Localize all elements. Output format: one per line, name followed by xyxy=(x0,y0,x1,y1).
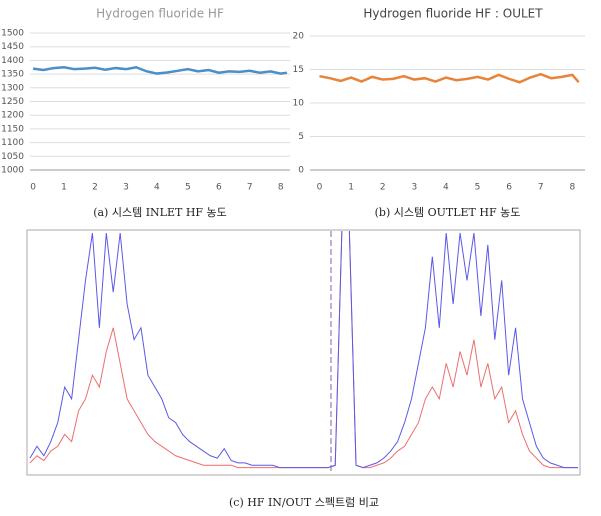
x-tick-label: 6 xyxy=(506,183,512,193)
x-tick-label: 7 xyxy=(538,183,544,193)
caption: (c) HF IN/OUT 스펙트럼 비교 xyxy=(229,496,379,509)
x-tick-label: 8 xyxy=(278,183,284,193)
y-tick-label: 1300 xyxy=(1,83,24,93)
caption: (b) 시스템 OUTLET HF 농도 xyxy=(375,206,521,219)
data-line xyxy=(32,65,288,75)
spectrum-line xyxy=(29,231,578,469)
x-tick-label: 5 xyxy=(475,183,481,193)
y-tick-label: 1100 xyxy=(1,138,24,148)
y-tick-label: 1200 xyxy=(1,111,24,121)
spectrum-frame xyxy=(26,229,581,476)
chart-title: Hydrogen fluoride HF : OULET xyxy=(363,7,543,21)
y-tick-label: 1350 xyxy=(1,70,24,80)
y-tick-label: 15 xyxy=(293,65,304,75)
x-tick-label: 1 xyxy=(61,183,67,193)
x-tick-label: 8 xyxy=(569,183,575,193)
caption: (a) 시스템 INLET HF 농도 xyxy=(93,206,227,219)
x-tick-label: 6 xyxy=(216,183,222,193)
x-tick-label: 1 xyxy=(348,183,354,193)
x-tick-label: 2 xyxy=(380,183,386,193)
x-tick-label: 0 xyxy=(317,183,323,193)
y-tick-label: 0 xyxy=(298,166,304,176)
y-tick-label: 1250 xyxy=(1,97,24,107)
y-tick-label: 1500 xyxy=(1,29,24,39)
data-line xyxy=(319,72,580,84)
y-tick-label: 1450 xyxy=(1,42,24,52)
x-tick-label: 4 xyxy=(154,183,160,193)
x-tick-label: 3 xyxy=(411,183,417,193)
x-tick-label: 7 xyxy=(247,183,253,193)
x-tick-label: 3 xyxy=(123,183,129,193)
y-tick-label: 1400 xyxy=(1,56,24,66)
x-tick-label: 5 xyxy=(185,183,191,193)
y-tick-label: 5 xyxy=(298,132,304,142)
y-tick-label: 20 xyxy=(293,32,305,42)
y-tick-label: 1050 xyxy=(1,152,24,162)
x-tick-label: 2 xyxy=(92,183,98,193)
x-tick-label: 4 xyxy=(443,183,449,193)
y-tick-label: 1150 xyxy=(1,124,24,134)
y-tick-label: 1000 xyxy=(1,166,24,176)
y-tick-label: 10 xyxy=(293,99,305,109)
chart-title: Hydrogen fluoride HF xyxy=(96,7,224,21)
x-tick-label: 0 xyxy=(30,183,36,193)
